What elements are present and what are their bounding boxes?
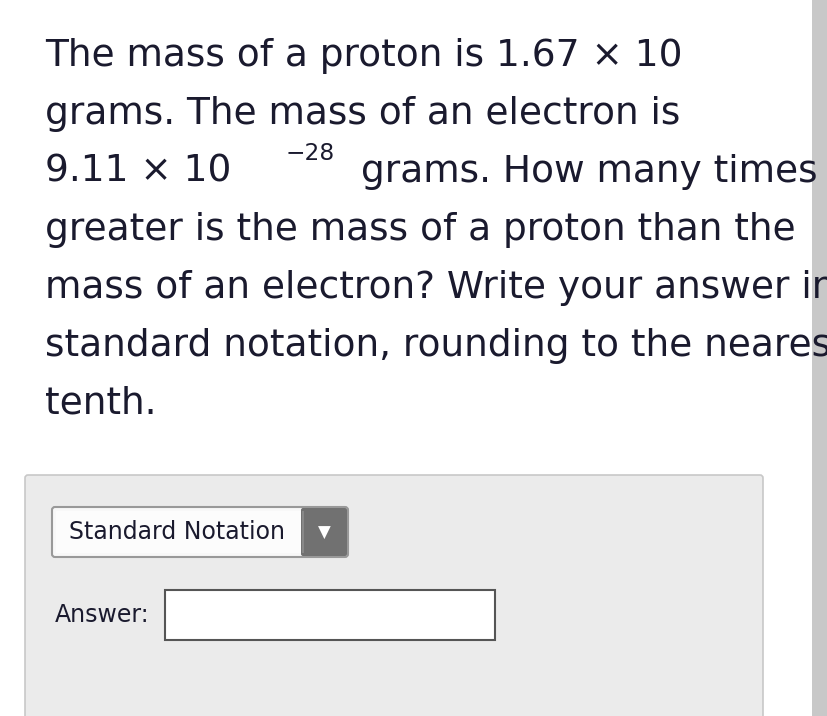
FancyBboxPatch shape [301,508,347,556]
Text: standard notation, rounding to the nearest: standard notation, rounding to the neare… [45,328,827,364]
Text: mass of an electron? Write your answer in: mass of an electron? Write your answer i… [45,270,827,306]
Text: grams. How many times: grams. How many times [349,154,817,190]
Text: The mass of a proton is 1.67 × 10: The mass of a proton is 1.67 × 10 [45,38,681,74]
Text: 9.11 × 10: 9.11 × 10 [45,154,231,190]
Text: ▼: ▼ [318,524,330,542]
Text: Answer:: Answer: [55,603,150,627]
Text: greater is the mass of a proton than the: greater is the mass of a proton than the [45,212,795,248]
Text: grams. The mass of an electron is: grams. The mass of an electron is [45,96,680,132]
Text: tenth.: tenth. [45,386,156,422]
FancyBboxPatch shape [25,475,762,716]
FancyBboxPatch shape [56,511,304,553]
Text: Standard Notation: Standard Notation [69,520,284,544]
Bar [165,590,495,640]
Bar [811,0,827,716]
Text: −28: −28 [285,142,334,165]
FancyBboxPatch shape [52,507,347,557]
